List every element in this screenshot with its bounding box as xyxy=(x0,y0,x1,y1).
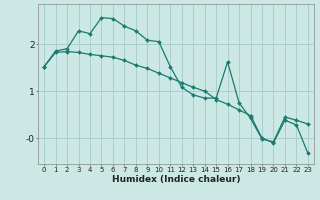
X-axis label: Humidex (Indice chaleur): Humidex (Indice chaleur) xyxy=(112,175,240,184)
